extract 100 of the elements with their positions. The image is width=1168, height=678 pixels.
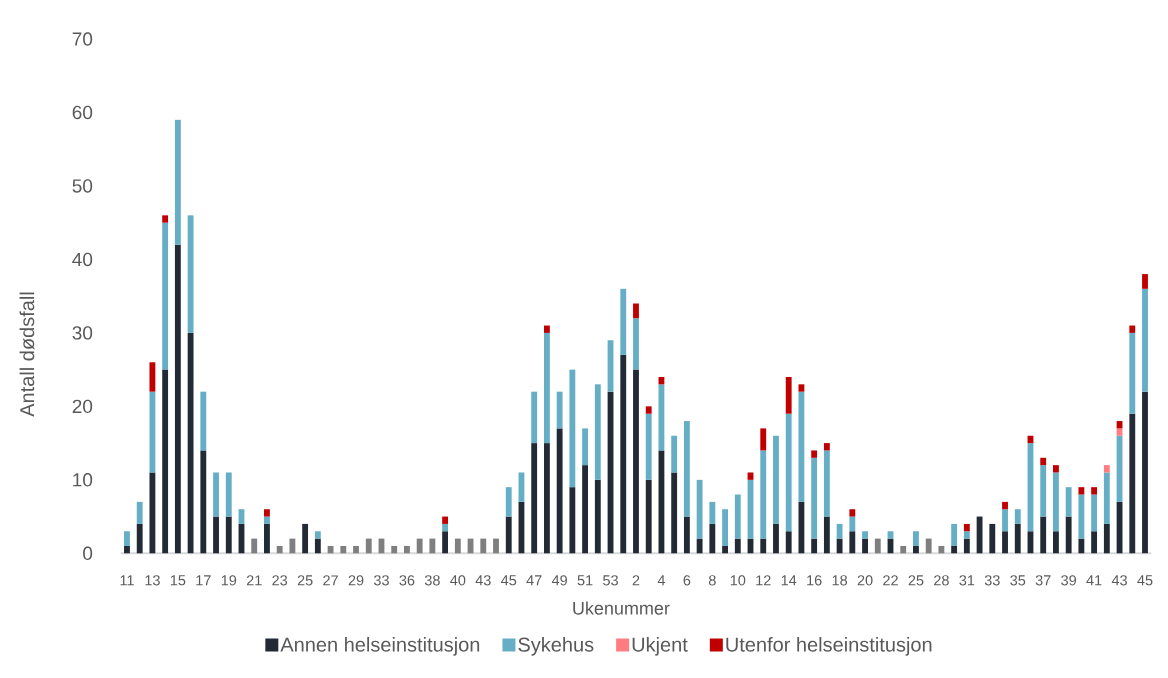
x-tick-label: 28 xyxy=(934,575,949,586)
bar xyxy=(314,538,321,554)
bar xyxy=(276,545,283,554)
bar xyxy=(1040,465,1047,517)
bar xyxy=(429,538,436,554)
bar xyxy=(162,369,169,554)
bar xyxy=(1002,509,1008,532)
x-tick-label: 6 xyxy=(683,575,691,586)
bar xyxy=(124,545,130,554)
bar xyxy=(734,538,741,554)
bar xyxy=(823,443,830,451)
bar xyxy=(1014,509,1021,524)
x-tick-label: 33 xyxy=(373,575,389,586)
bar xyxy=(836,523,843,539)
bar xyxy=(582,465,589,554)
bar xyxy=(798,501,805,554)
x-tick-label: 53 xyxy=(603,575,618,586)
bar xyxy=(505,487,512,517)
bar xyxy=(913,531,919,546)
bar xyxy=(264,523,270,554)
bar xyxy=(1103,523,1110,554)
bar xyxy=(900,545,907,554)
y-axis-title: Antall dødsfall xyxy=(19,292,35,417)
x-tick-label: 11 xyxy=(120,575,134,586)
y-tick-label: 70 xyxy=(72,32,93,46)
bar xyxy=(1116,428,1123,436)
bar xyxy=(569,369,576,488)
bar xyxy=(1142,391,1148,554)
x-tick-label: 23 xyxy=(272,575,288,586)
bar xyxy=(760,450,767,539)
bar xyxy=(1040,457,1047,466)
bar xyxy=(556,428,563,554)
x-axis-title: Ukenummer xyxy=(573,601,670,615)
bar xyxy=(925,538,932,554)
bar xyxy=(1053,465,1059,473)
bar xyxy=(200,450,207,554)
bar xyxy=(136,501,143,524)
bar xyxy=(162,215,169,223)
bar xyxy=(302,523,309,554)
x-tick-label: 43 xyxy=(475,575,491,586)
x-tick-label: 25 xyxy=(908,575,924,586)
bar xyxy=(722,545,728,554)
bar xyxy=(760,428,767,451)
x-tick-label: 12 xyxy=(756,575,771,586)
bar xyxy=(187,215,194,333)
bar xyxy=(200,391,207,451)
bar xyxy=(556,391,563,429)
y-tick-label: 40 xyxy=(72,252,93,267)
bar xyxy=(785,531,792,554)
bar xyxy=(251,538,258,554)
bar xyxy=(543,325,550,333)
bar xyxy=(785,413,792,532)
bar xyxy=(951,523,958,546)
bar xyxy=(633,318,639,370)
bar xyxy=(633,303,639,319)
bar xyxy=(811,538,818,554)
bar xyxy=(1129,413,1136,554)
x-tick-label: 37 xyxy=(1035,575,1051,586)
bar xyxy=(645,413,652,480)
bar xyxy=(798,384,805,392)
x-tick-label: 51 xyxy=(577,575,593,586)
bar xyxy=(938,545,945,554)
x-tick-label: 36 xyxy=(399,575,415,586)
bar xyxy=(149,391,156,473)
bar xyxy=(633,369,639,554)
bar xyxy=(913,545,919,554)
bar xyxy=(493,538,499,554)
bar xyxy=(747,472,754,480)
bar xyxy=(811,450,818,458)
bar xyxy=(1053,472,1059,532)
y-tick-label: 30 xyxy=(72,326,93,340)
bar xyxy=(734,494,741,539)
x-tick-label: 18 xyxy=(832,575,848,586)
x-tick-label: 33 xyxy=(984,575,1000,586)
bar xyxy=(836,538,843,554)
bar xyxy=(620,288,627,355)
x-tick-label: 47 xyxy=(526,575,542,586)
bar xyxy=(887,531,894,539)
y-tick-label: 0 xyxy=(83,546,93,561)
bar xyxy=(1053,531,1059,554)
bar xyxy=(327,545,334,554)
bar xyxy=(963,523,970,532)
bar xyxy=(1065,487,1072,517)
bar xyxy=(683,516,690,554)
bar xyxy=(442,531,449,554)
bar xyxy=(149,472,156,554)
bar xyxy=(1040,516,1047,554)
x-tick-label: 27 xyxy=(323,575,338,586)
x-tick-label: 25 xyxy=(297,575,313,586)
x-tick-label: 21 xyxy=(246,575,262,586)
bar xyxy=(174,244,181,554)
y-tick-label: 60 xyxy=(72,105,93,120)
bar xyxy=(862,531,868,539)
bar xyxy=(314,531,321,539)
bar xyxy=(849,516,856,532)
bar xyxy=(340,545,347,554)
bar xyxy=(722,509,728,546)
bar xyxy=(785,376,792,414)
x-tick-label: 31 xyxy=(959,575,975,586)
x-tick-label: 45 xyxy=(1137,575,1153,586)
